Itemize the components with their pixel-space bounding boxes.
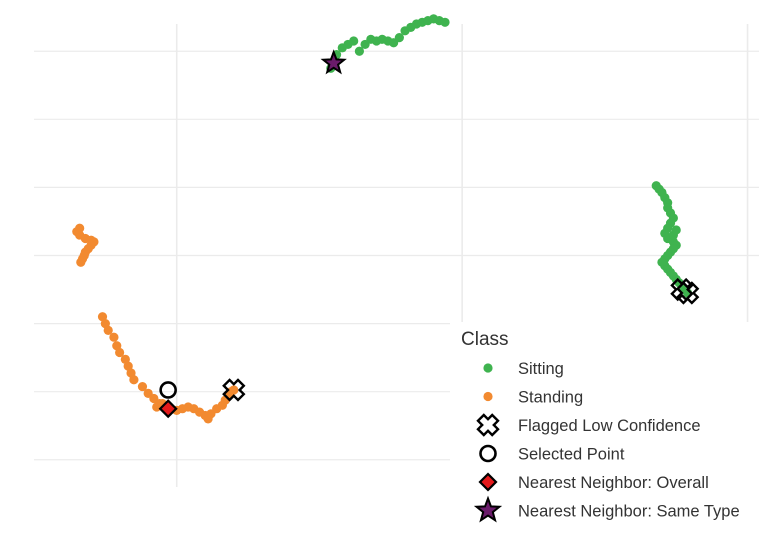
legend-key-cross-outline [476,413,500,437]
nearest-neighbor-overall-marker [158,399,178,419]
point-sitting [349,36,359,46]
data-points [72,14,693,424]
point-standing [137,381,148,392]
point-sitting [671,225,681,235]
point-sitting [354,46,364,56]
legend-label: Nearest Neighbor: Same Type [518,503,740,521]
point-sitting [394,33,404,43]
point-standing [76,257,86,267]
legend: Class Sitting Standing Flagged Low Confide… [450,322,759,542]
legend-label: Flagged Low Confidence [518,417,701,435]
legend-background [450,322,759,542]
grid-lines [34,24,759,487]
legend-label: Nearest Neighbor: Overall [518,474,709,492]
legend-key-dot-orange [483,391,493,402]
legend-title: Class [461,329,509,350]
legend-key-diamond-red [478,472,498,492]
legend-label: Sitting [518,360,564,378]
flagged-low-confidence-marker [675,281,700,305]
point-standing [103,325,113,335]
legend-label: Selected Point [518,446,625,464]
legend-key-dot-green [483,363,493,373]
highlight-markers [158,49,700,419]
legend-key-star-purple [473,495,503,523]
legend-key-circle-outline [479,444,497,463]
selected-point-marker [159,381,177,399]
flagged-low-confidence-marker [222,378,246,402]
point-sitting [440,17,450,27]
point-standing [115,347,125,358]
point-standing [129,375,139,385]
point-standing [229,385,239,395]
legend-label: Standing [518,389,583,407]
point-standing [109,332,119,342]
nearest-neighbor-same-type-marker [320,49,347,75]
